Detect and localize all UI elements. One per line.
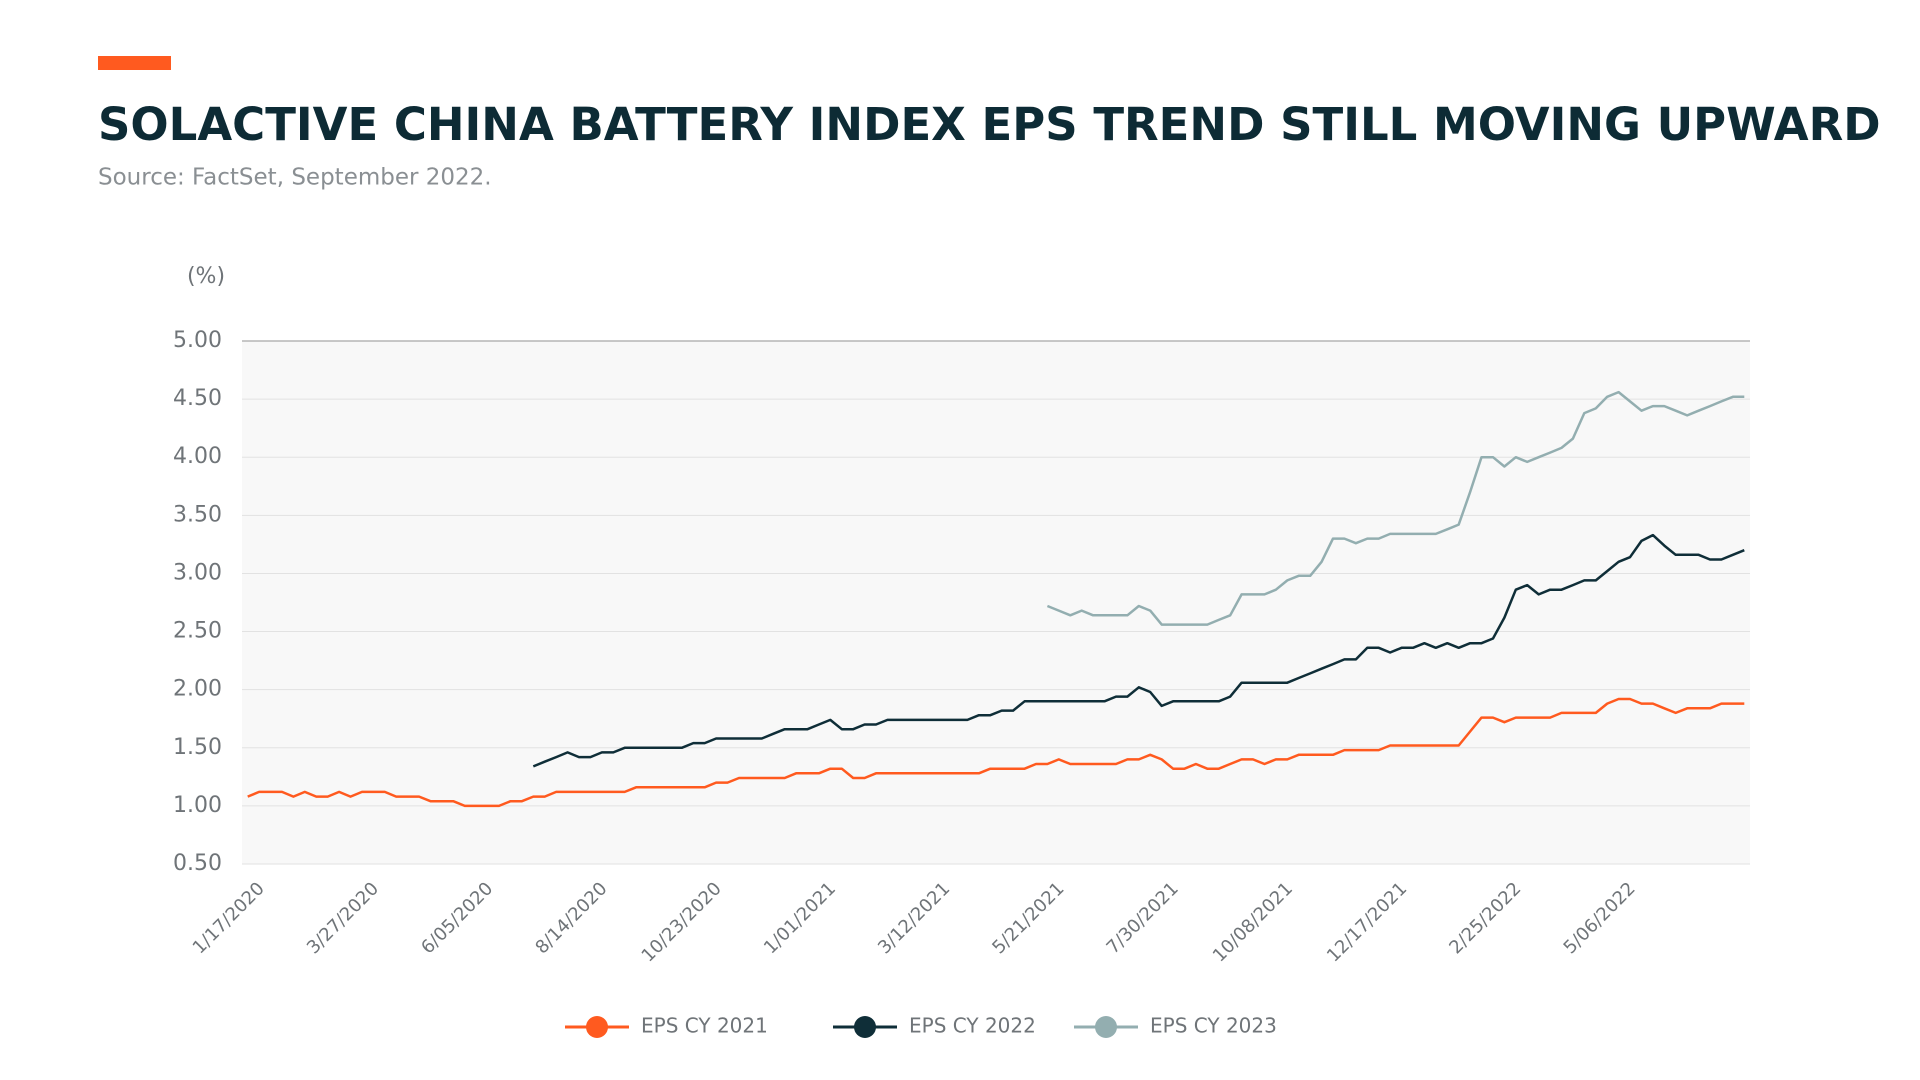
y-tick-label: 2.00 <box>173 677 222 702</box>
x-tick-label: 7/30/2021 <box>1103 878 1183 958</box>
x-tick-label: 8/14/2020 <box>531 878 611 958</box>
y-tick-label: 3.50 <box>173 502 222 527</box>
chart-title: SOLACTIVE CHINA BATTERY INDEX EPS TREND … <box>98 98 1881 151</box>
x-tick-label: 10/08/2021 <box>1209 878 1297 966</box>
plot-area <box>242 341 1750 864</box>
x-tick-label: 1/17/2020 <box>189 878 269 958</box>
y-tick-label: 4.00 <box>173 444 222 469</box>
y-tick-label: 0.50 <box>173 851 222 876</box>
y-tick-label: 3.00 <box>173 560 222 585</box>
y-tick-label: 4.50 <box>173 386 222 411</box>
x-tick-label: 5/21/2021 <box>988 878 1068 958</box>
x-tick-label: 10/23/2020 <box>638 878 726 966</box>
series-line <box>532 533 1745 768</box>
series-line <box>247 697 1745 808</box>
legend-marker <box>1095 1016 1117 1038</box>
x-tick-label: 6/05/2020 <box>417 878 497 958</box>
legend-marker <box>586 1016 608 1038</box>
x-tick-label: 12/17/2021 <box>1323 878 1411 966</box>
y-tick-label: 1.00 <box>173 793 222 818</box>
accent-bar <box>98 56 171 70</box>
y-tick-label: 1.50 <box>173 735 222 760</box>
series-line <box>1046 390 1745 626</box>
x-tick-label: 3/12/2021 <box>874 878 954 958</box>
y-tick-label: 5.00 <box>173 328 222 353</box>
x-tick-label: 1/01/2021 <box>760 878 840 958</box>
y-tick-label: 2.50 <box>173 619 222 644</box>
legend-label: EPS CY 2022 <box>909 1014 1036 1038</box>
x-tick-label: 5/06/2022 <box>1560 878 1640 958</box>
legend-marker <box>854 1016 876 1038</box>
legend-label: EPS CY 2021 <box>641 1014 768 1038</box>
x-tick-label: 2/25/2022 <box>1445 878 1525 958</box>
x-tick-label: 3/27/2020 <box>303 878 383 958</box>
y-axis-label: (%) <box>187 264 225 289</box>
chart-subtitle: Source: FactSet, September 2022. <box>98 165 492 191</box>
legend-label: EPS CY 2023 <box>1150 1014 1277 1038</box>
